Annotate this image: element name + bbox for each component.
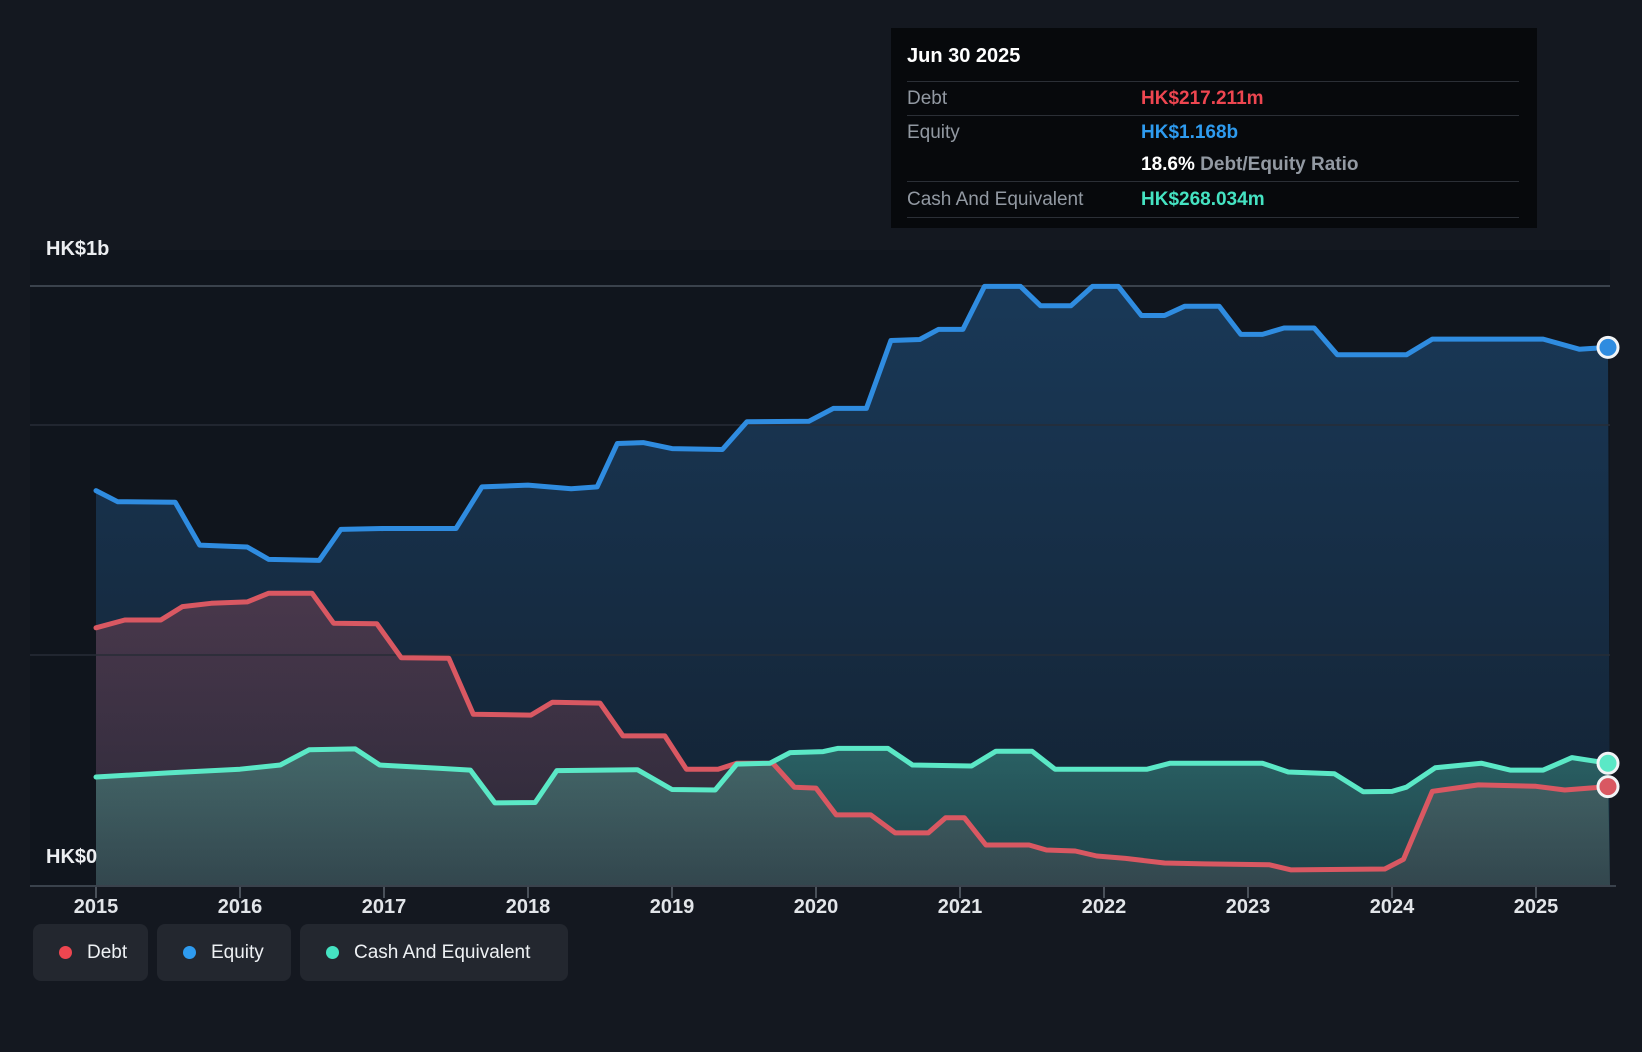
x-axis-year-label: 2015	[73, 896, 119, 918]
legend-cash-label: Cash And Equivalent	[354, 941, 531, 963]
x-axis-year-label: 2021	[937, 896, 983, 918]
legend-item-cash[interactable]: Cash And Equivalent	[300, 924, 568, 981]
tooltip-equity-value: HK$1.168b	[1141, 122, 1239, 143]
tooltip-ratio-percent: 18.6%	[1141, 154, 1195, 175]
tooltip-cash-value: HK$268.034m	[1141, 189, 1265, 210]
tooltip-debt-value: HK$217.211m	[1141, 88, 1264, 109]
x-axis-year-label: 2024	[1369, 896, 1415, 918]
x-axis-year-label: 2018	[505, 896, 551, 918]
x-axis-year-label: 2019	[649, 896, 695, 918]
legend-item-equity[interactable]: Equity	[157, 924, 291, 981]
y-axis-zero-label: HK$0	[46, 846, 98, 868]
x-axis-year-label: 2020	[793, 896, 839, 918]
x-axis-year-label: 2023	[1225, 896, 1271, 918]
tooltip-ratio-label: Debt/Equity Ratio	[1200, 154, 1359, 175]
cash-legend-dot-icon	[326, 946, 339, 959]
tooltip-row-debt: Debt HK$217.211m	[907, 82, 1519, 116]
chart-tooltip: Jun 30 2025 Debt HK$217.211m Equity HK$1…	[891, 28, 1537, 228]
tooltip-date: Jun 30 2025	[907, 28, 1519, 82]
tooltip-cash-label: Cash And Equivalent	[907, 189, 1084, 210]
tooltip-equity-label: Equity	[907, 122, 960, 143]
tooltip-debt-label: Debt	[907, 88, 948, 109]
tooltip-ratio: 18.6% Debt/Equity Ratio	[1141, 149, 1359, 181]
y-axis-top-label: HK$1b	[46, 238, 110, 260]
x-axis-year-label: 2016	[217, 896, 263, 918]
x-axis-year-label: 2022	[1081, 896, 1127, 918]
equity-legend-dot-icon	[183, 946, 196, 959]
legend-item-debt[interactable]: Debt	[33, 924, 148, 981]
x-axis-year-label: 2017	[361, 896, 407, 918]
tooltip-row-cash: Cash And Equivalent HK$268.034m	[907, 182, 1519, 218]
legend-debt-label: Debt	[87, 941, 128, 963]
tooltip-row-ratio: 18.6% Debt/Equity Ratio	[907, 149, 1519, 182]
tooltip-row-equity: Equity HK$1.168b	[907, 116, 1519, 149]
debt-legend-dot-icon	[59, 946, 72, 959]
legend-equity-label: Equity	[211, 941, 264, 963]
x-axis-year-label: 2025	[1513, 896, 1559, 918]
